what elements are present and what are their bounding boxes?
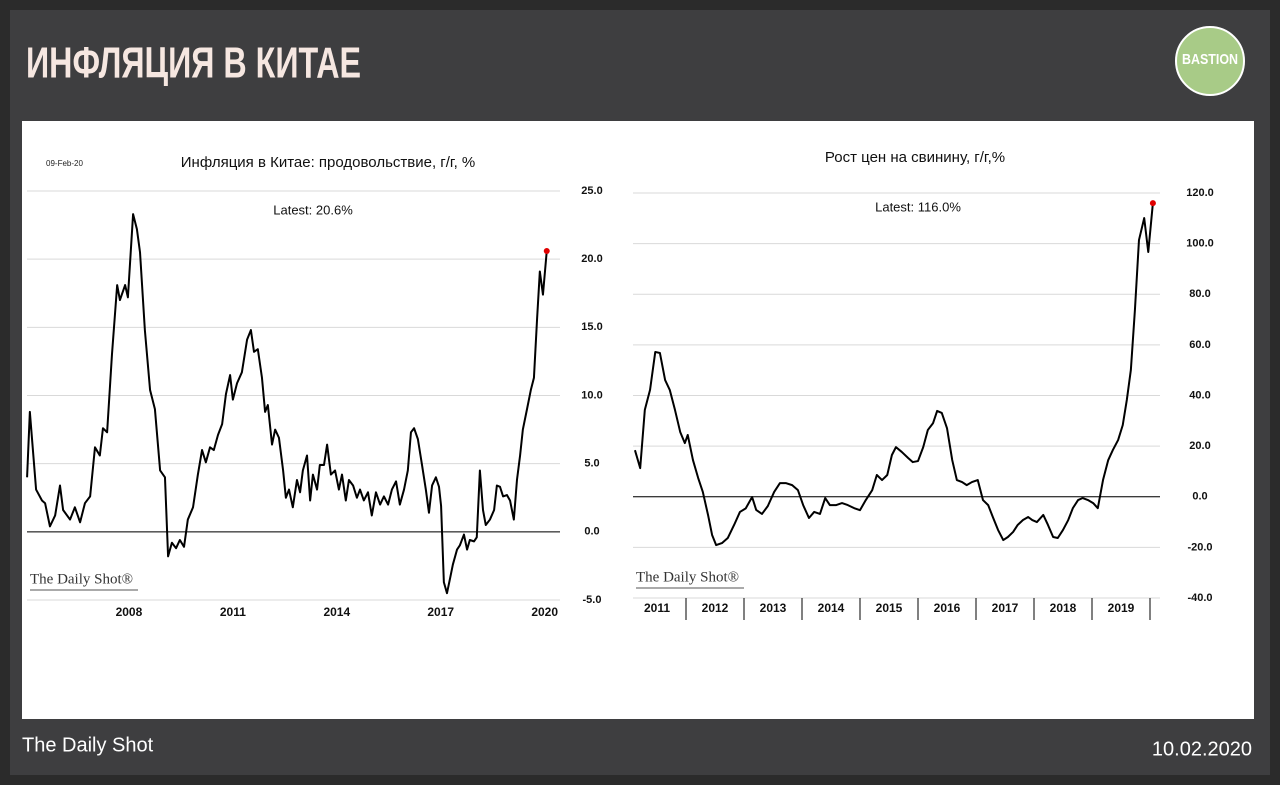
slide-title: ИНФЛЯЦИЯ В КИТАЕ: [26, 39, 361, 88]
logo-badge: [1175, 26, 1245, 96]
chart-panel: [22, 121, 1254, 719]
y-tick-label: -5.0: [583, 594, 602, 606]
y-tick-label: 10.0: [581, 389, 602, 401]
y-tick-label: 0.0: [1192, 491, 1207, 503]
x-tick-label: 2012: [702, 601, 729, 615]
data-line: [26, 213, 548, 595]
x-tick-label: 2020: [531, 605, 558, 619]
x-tick-label: 2016: [934, 601, 961, 615]
y-tick-label: 120.0: [1186, 187, 1214, 199]
x-tick-label: 2015: [876, 601, 903, 615]
watermark: The Daily Shot®: [636, 569, 739, 585]
x-tick-label: 2014: [323, 605, 350, 619]
latest-marker: [1149, 200, 1156, 207]
annotation: Latest: 20.6%: [273, 202, 353, 217]
footer-date: 10.02.2020: [1152, 738, 1252, 760]
y-tick-label: 20.0: [581, 253, 602, 265]
y-tick-label: 100.0: [1186, 238, 1214, 250]
y-tick-label: 40.0: [1189, 389, 1210, 401]
y-tick-label: 20.0: [1189, 440, 1210, 452]
y-tick-label: -20.0: [1187, 541, 1212, 553]
y-tick-label: 0.0: [584, 526, 599, 538]
y-tick-label: 5.0: [584, 458, 599, 470]
watermark: The Daily Shot®: [30, 571, 133, 587]
x-tick-label: 2018: [1050, 601, 1077, 615]
x-tick-label: 2011: [644, 601, 670, 615]
chart-title: Рост цен на свинину, г/г,%: [825, 149, 1005, 166]
y-tick-label: 15.0: [581, 321, 602, 333]
x-tick-label: 2008: [116, 605, 143, 619]
x-tick-label: 2014: [818, 601, 845, 615]
annotation: Latest: 116.0%: [875, 199, 961, 214]
y-tick-label: 25.0: [581, 185, 602, 197]
x-tick-label: 2017: [427, 605, 454, 619]
x-tick-label: 2011: [220, 605, 246, 619]
y-tick-label: 60.0: [1189, 339, 1210, 351]
footer-source: The Daily Shot: [22, 734, 154, 756]
x-tick-label: 2019: [1108, 601, 1135, 615]
x-tick-label: 2017: [992, 601, 1019, 615]
chart-date: 09-Feb-20: [46, 159, 83, 168]
chart-title: Инфляция в Китае: продовольствие, г/г, %: [181, 154, 476, 171]
x-tick-label: 2013: [760, 601, 787, 615]
data-line: [633, 203, 1154, 547]
y-tick-label: -40.0: [1187, 592, 1212, 604]
logo-text: BASTION: [1182, 51, 1238, 68]
latest-marker: [543, 247, 550, 254]
y-tick-label: 80.0: [1189, 288, 1210, 300]
